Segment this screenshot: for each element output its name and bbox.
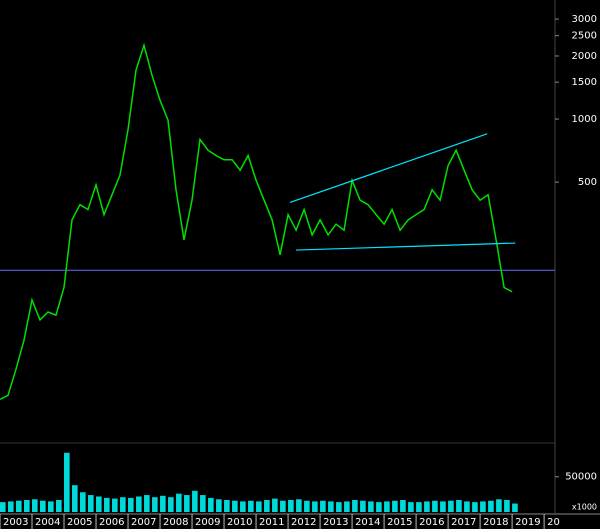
- y-tick-label: 50000: [565, 472, 597, 483]
- volume-bar: [272, 498, 278, 512]
- volume-bar: [240, 501, 246, 512]
- volume-bar: [8, 501, 14, 512]
- y-tick-label: 500: [578, 177, 597, 188]
- volume-bar: [304, 500, 310, 512]
- volume-bar: [376, 502, 382, 512]
- x-tick-label: 2013: [323, 517, 348, 528]
- volume-bar: [72, 485, 78, 512]
- x-tick-label: 2007: [131, 517, 156, 528]
- volume-bar: [432, 500, 438, 512]
- volume-bar: [408, 502, 414, 512]
- volume-bar: [400, 500, 406, 512]
- volume-bar: [368, 501, 374, 512]
- volume-bar: [384, 501, 390, 512]
- volume-bar: [56, 500, 62, 512]
- volume-bar: [392, 500, 398, 512]
- x-tick-label: 2005: [67, 517, 92, 528]
- volume-bar: [464, 501, 470, 512]
- volume-bar: [360, 500, 366, 512]
- x-tick-label: 2014: [355, 517, 380, 528]
- price-line: [0, 42, 513, 400]
- volume-bar: [88, 495, 94, 512]
- x-tick-label: 2006: [99, 517, 124, 528]
- volume-bar: [496, 499, 502, 512]
- volume-bar: [344, 501, 350, 512]
- volume-bar: [424, 501, 430, 512]
- volume-bar: [256, 501, 262, 512]
- volume-bar: [192, 490, 198, 512]
- x-tick-label: 2016: [419, 517, 444, 528]
- volume-bar: [416, 502, 422, 512]
- volume-bar: [440, 501, 446, 512]
- volume-bar: [96, 496, 102, 512]
- volume-bar: [352, 500, 358, 512]
- volume-bar: [208, 497, 214, 512]
- volume-bar: [264, 500, 270, 512]
- volume-bar: [112, 498, 118, 512]
- trend-line: [289, 133, 488, 204]
- volume-bar: [128, 497, 134, 512]
- volume-bar: [336, 502, 342, 512]
- y-tick-label: 1000: [572, 114, 597, 125]
- volume-bar: [32, 499, 38, 512]
- y-tick-label: 2500: [572, 31, 597, 42]
- volume-bar: [0, 502, 6, 512]
- volume-bar: [136, 496, 142, 512]
- volume-bar: [184, 495, 190, 512]
- x-tick-label: 2004: [35, 517, 60, 528]
- volume-bar: [312, 501, 318, 512]
- trend-line: [296, 242, 516, 251]
- volume-bar: [280, 500, 286, 512]
- volume-bar: [64, 452, 70, 512]
- volume-bar: [216, 499, 222, 512]
- volume-bar: [512, 503, 518, 512]
- volume-bar: [448, 500, 454, 512]
- y-tick-label: 1500: [572, 77, 597, 88]
- volume-bar: [152, 497, 158, 512]
- x-tick-label: 2009: [195, 517, 220, 528]
- x-tick-label: 2011: [259, 517, 284, 528]
- volume-bar: [48, 501, 54, 512]
- volume-bar: [472, 502, 478, 512]
- volume-bar: [144, 495, 150, 512]
- volume-bar: [224, 500, 230, 512]
- volume-bar: [168, 497, 174, 512]
- volume-bar: [488, 500, 494, 512]
- volume-bar: [16, 500, 22, 512]
- x-tick-label: 2010: [227, 517, 252, 528]
- volume-bar: [160, 495, 166, 512]
- x-tick-label: 2018: [483, 517, 508, 528]
- y-tick-label: 3000: [572, 14, 597, 25]
- volume-bar: [80, 492, 86, 512]
- volume-bar: [248, 500, 254, 512]
- volume-bar: [200, 495, 206, 512]
- x-tick-label: 2017: [451, 517, 476, 528]
- x-tick-label: 2012: [291, 517, 316, 528]
- x-tick-label: 2008: [163, 517, 188, 528]
- volume-bar: [456, 500, 462, 512]
- volume-bar: [104, 497, 110, 512]
- volume-bar: [40, 500, 46, 512]
- unit-label: x1000: [572, 503, 597, 512]
- volume-bar: [288, 500, 294, 512]
- x-tick-label: 2015: [387, 517, 412, 528]
- y-tick-label: 2000: [572, 51, 597, 62]
- volume-bar: [320, 500, 326, 512]
- volume-bar: [176, 493, 182, 512]
- x-tick-label: 2003: [3, 517, 28, 528]
- x-tick-label: 2019: [515, 517, 540, 528]
- volume-bar: [120, 497, 126, 512]
- volume-bar: [296, 499, 302, 512]
- volume-bar: [504, 500, 510, 512]
- volume-bar: [480, 501, 486, 512]
- x-tick-label: 20: [547, 517, 560, 528]
- volume-bar: [232, 500, 238, 512]
- volume-bar: [24, 500, 30, 512]
- volume-bar: [328, 501, 334, 512]
